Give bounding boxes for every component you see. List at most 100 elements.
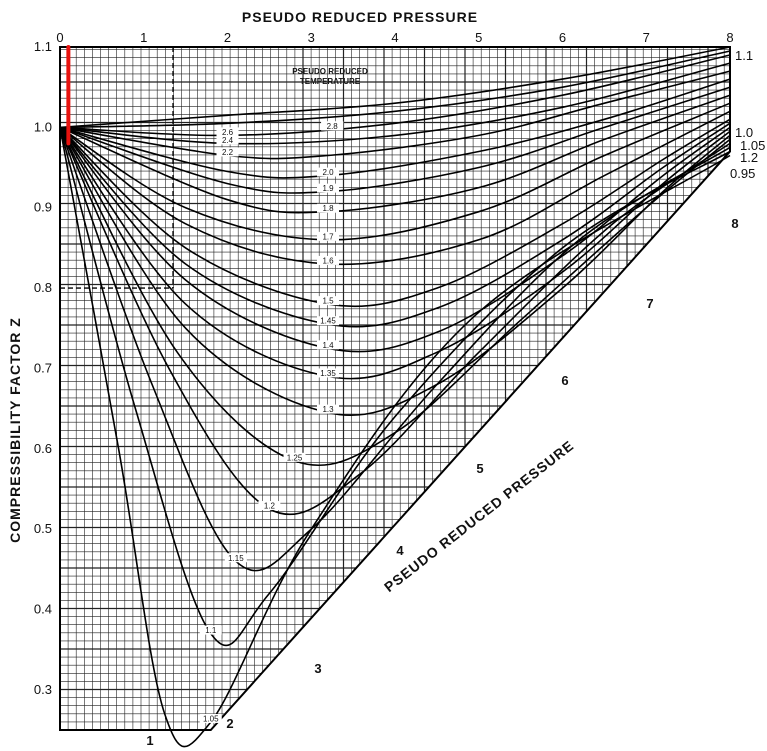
curve-label-bg xyxy=(317,340,339,350)
curve-line xyxy=(59,126,731,353)
x-ticks: 0 1 2 3 4 5 6 7 8 xyxy=(56,30,733,45)
curve-label: 1.4 xyxy=(317,340,339,350)
curve-label-text: 1.05 xyxy=(203,714,219,723)
curve-label: 1.8 xyxy=(317,203,339,213)
frame-outline xyxy=(59,46,731,731)
right-tick-label: 1.2 xyxy=(740,150,758,165)
curve-label-bg xyxy=(258,501,281,511)
curve-label-bg xyxy=(317,231,339,241)
curve-label: 1.7 xyxy=(317,231,339,241)
curve-label-bg xyxy=(199,625,222,635)
y-tick-label: 0.9 xyxy=(34,200,52,215)
curve-label-text: 1.3 xyxy=(322,405,334,414)
curve-label-text: 1.7 xyxy=(322,232,334,241)
curve-line xyxy=(59,70,731,160)
chart-frame xyxy=(59,46,731,731)
diagonal-tick-label: 7 xyxy=(646,296,653,311)
curve-label: 1.45 xyxy=(317,316,339,326)
curve-label: 2.6 xyxy=(216,127,239,137)
curve-line xyxy=(59,62,731,145)
legend-title-line1: PSEUDO REDUCED xyxy=(292,67,368,76)
curve-label: 1.2 xyxy=(258,501,281,511)
y-tick-label: 1.0 xyxy=(34,119,52,134)
x-tick-label: 0 xyxy=(56,30,63,45)
right-tick-label: 1.05 xyxy=(740,138,765,153)
curve-label-bg xyxy=(317,404,339,414)
curve-label-text: 1.45 xyxy=(320,317,336,326)
curve-label: 1.9 xyxy=(317,183,339,193)
diagonal-tick-label: 3 xyxy=(314,661,321,676)
curve-label-bg xyxy=(317,203,339,213)
y-ticks: 0.3 0.4 0.5 0.6 0.7 0.8 0.9 1.0 1.1 xyxy=(34,39,52,697)
curve-label-text: 1.35 xyxy=(320,369,336,378)
curve-line xyxy=(59,122,731,328)
curve-line xyxy=(59,50,731,129)
diagonal-ticks: 1 2 3 4 5 6 7 8 xyxy=(146,216,738,748)
curve-line xyxy=(59,127,731,748)
curve-label: 1.6 xyxy=(317,255,339,265)
y-tick-label: 0.6 xyxy=(34,441,52,456)
curve-line xyxy=(59,127,731,647)
curve-label-bg xyxy=(317,183,339,193)
x-tick-label: 8 xyxy=(726,30,733,45)
right-tick-label: 0.95 xyxy=(730,166,755,181)
curve-label: 1.25 xyxy=(283,452,306,462)
curve-line xyxy=(59,126,731,417)
right-tick-label: 1.1 xyxy=(735,48,753,63)
y-tick-label: 0.8 xyxy=(34,280,52,295)
curve-label: 2.2 xyxy=(216,147,239,157)
curve-label-bg xyxy=(317,316,339,326)
curve-label-bg xyxy=(216,127,239,137)
curve-label-bg xyxy=(317,255,339,265)
curve-line xyxy=(59,102,731,241)
curve-label-bg xyxy=(317,296,339,306)
curve-label-text: 1.5 xyxy=(322,297,334,306)
curve-label-text: 1.15 xyxy=(228,554,244,563)
curve-label: 2.4 xyxy=(216,135,239,145)
x-tick-label: 7 xyxy=(643,30,650,45)
curve-labels: 3.02.82.62.42.22.01.91.81.71.61.51.451.4… xyxy=(199,121,344,723)
curve-label-text: 1.6 xyxy=(322,256,334,265)
curve-line xyxy=(59,78,731,179)
curve-label-bg xyxy=(317,167,339,177)
x-axis-title: PSEUDO REDUCED PRESSURE xyxy=(242,9,478,25)
curve-label-text: 2.0 xyxy=(322,168,334,177)
curve-label-bg xyxy=(216,147,239,157)
x-tick-label: 2 xyxy=(224,30,231,45)
x-tick-label: 6 xyxy=(559,30,566,45)
x-tick-label: 3 xyxy=(308,30,315,45)
curve-label-bg xyxy=(317,368,339,378)
curve-label-bg xyxy=(321,121,344,131)
curve-line xyxy=(59,86,731,194)
diagonal-tick-label: 6 xyxy=(561,373,568,388)
curve-label-text: 1.8 xyxy=(322,204,334,213)
curve-label-text: 1.1 xyxy=(205,626,217,635)
curves xyxy=(59,46,731,748)
curve-line xyxy=(59,54,731,137)
curve-line xyxy=(59,110,731,266)
curve-label-text: 2.6 xyxy=(222,128,234,137)
right-ticks: 1.1 1.01.051.20.95 xyxy=(730,48,765,181)
diagonal-tick-label: 4 xyxy=(396,543,404,558)
curve-label-text: 2.8 xyxy=(327,122,339,131)
x-tick-label: 1 xyxy=(140,30,147,45)
curve-label-text: 1.9 xyxy=(322,184,334,193)
curve-label-text: 2.4 xyxy=(222,136,234,145)
grid xyxy=(59,47,730,731)
right-tick-label: 1.0 xyxy=(735,125,753,140)
curve-label: 1.35 xyxy=(317,368,339,378)
diagonal-tick-label: 2 xyxy=(226,716,233,731)
curve-label-bg xyxy=(283,452,306,462)
curve-line xyxy=(59,46,731,129)
y-tick-label: 0.5 xyxy=(34,521,52,536)
curve-label-bg xyxy=(199,713,222,723)
curve-label: 2.0 xyxy=(317,167,339,177)
curve-label-bg xyxy=(216,135,239,145)
curve-line xyxy=(59,94,731,214)
diagonal-tick-label: 1 xyxy=(146,733,153,748)
curve-label-text: 1.25 xyxy=(287,453,303,462)
y-tick-label: 0.3 xyxy=(34,682,52,697)
curve-label: 1.5 xyxy=(317,296,339,306)
curve-label-text: 1.4 xyxy=(322,341,334,350)
